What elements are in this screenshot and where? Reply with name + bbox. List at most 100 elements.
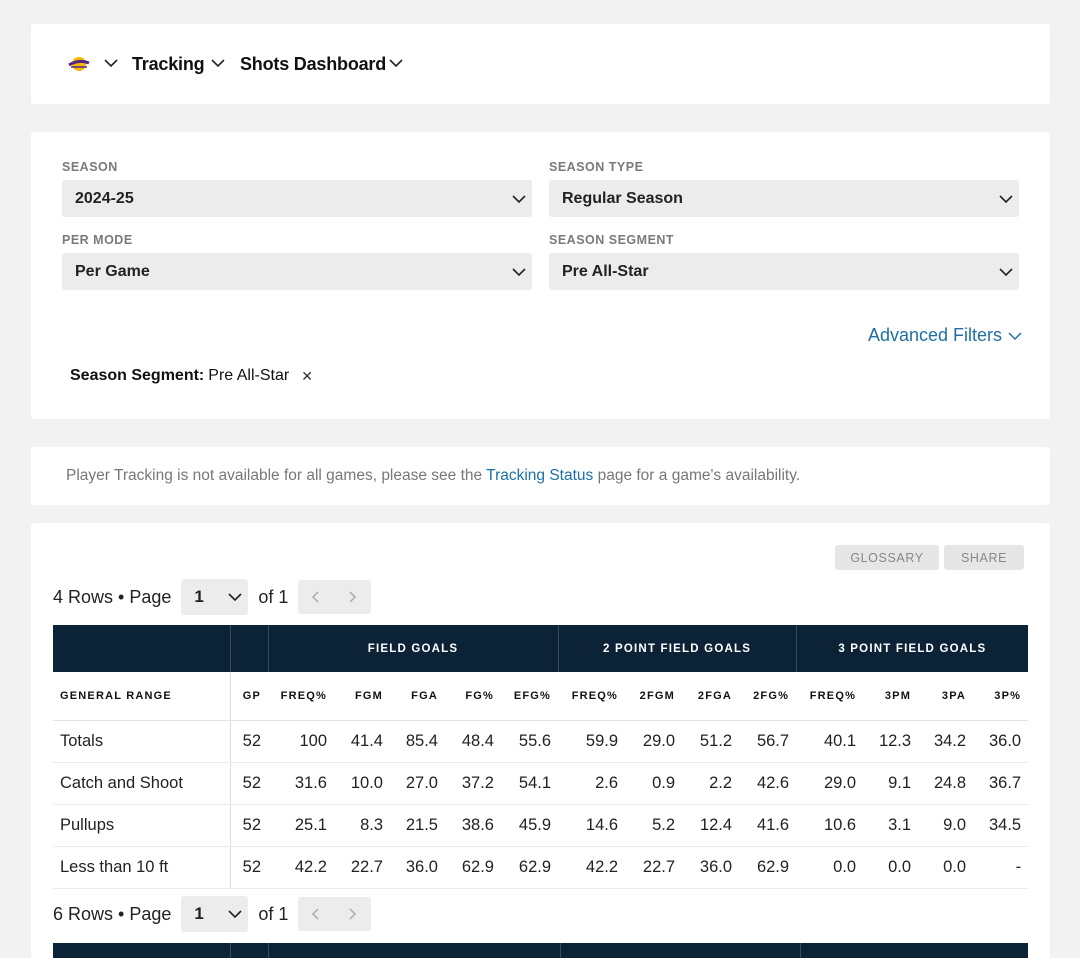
col-fgm[interactable]: FGM	[334, 672, 390, 721]
page-select[interactable]: 1	[181, 579, 249, 615]
season-type-value: Regular Season	[562, 190, 683, 207]
chevron-down-icon	[1008, 331, 1022, 340]
stat-cell: 9.1	[863, 762, 919, 805]
row-range-label: Less than 10 ft	[53, 846, 230, 889]
next-page-button[interactable]	[334, 580, 370, 614]
stat-cell: 22.7	[625, 846, 683, 889]
stat-cell: 62.9	[445, 846, 501, 889]
stat-cell: 59.9	[558, 720, 626, 763]
per-mode-value: Per Game	[75, 263, 150, 280]
chevron-right-icon	[349, 908, 357, 920]
notice-text-before: Player Tracking is not available for all…	[66, 467, 487, 484]
col-2fgm[interactable]: 2FGM	[625, 672, 683, 721]
stat-cell: 38.6	[445, 804, 501, 847]
share-button[interactable]: SHARE	[944, 545, 1024, 570]
advanced-filters-toggle[interactable]: Advanced Filters	[868, 325, 1022, 346]
team-chevron-down-icon[interactable]	[104, 56, 118, 70]
stat-cell: 10.6	[796, 804, 864, 847]
col-fg-freq[interactable]: FREQ%	[268, 672, 334, 721]
col-3p-pct[interactable]: 3P%	[973, 672, 1029, 721]
strip-cell	[560, 943, 800, 958]
active-filter-chip: Season Segment: Pre All-Star ✕	[70, 367, 313, 385]
stat-cell: 52	[229, 804, 268, 847]
col-2fga[interactable]: 2FGA	[682, 672, 740, 721]
nav-menu-shots-dashboard[interactable]: Shots Dashboard	[240, 54, 387, 74]
stat-cell: 54.1	[501, 762, 559, 805]
stat-cell: 34.5	[973, 804, 1029, 847]
stat-cell: 31.6	[268, 762, 334, 805]
col-2fg-pct[interactable]: 2FG%	[739, 672, 797, 721]
table-column-header: GENERAL RANGE GP FREQ% FGM FGA FG% EFG% …	[53, 672, 1029, 721]
prev-page-button[interactable]	[298, 580, 334, 614]
tracking-status-link[interactable]: Tracking Status	[486, 467, 594, 484]
table-row: Pullups 52 25.1 8.3 21.5 38.6 45.9 14.6 5.2 12.4 4…	[53, 804, 1029, 847]
chevron-down-icon	[512, 268, 526, 277]
page-nav-buttons	[298, 580, 372, 614]
rows-page-text: 6 Rows • Page	[53, 903, 172, 924]
stat-cell: 9.0	[918, 804, 974, 847]
pagination-second: 6 Rows • Page 1 of 1	[53, 896, 372, 932]
glossary-button[interactable]: GLOSSARY	[835, 545, 939, 570]
stat-cell: 0.9	[625, 762, 683, 805]
season-segment-select[interactable]: Pre All-Star	[549, 253, 1019, 290]
page-select-value: 1	[194, 904, 204, 923]
stat-cell: 42.6	[739, 762, 797, 805]
stat-cell: 52	[229, 762, 268, 805]
season-segment-label: SEASON SEGMENT	[549, 233, 675, 247]
filters-card: SEASON 2024-25 SEASON TYPE Regular Seaso…	[31, 132, 1050, 419]
stat-cell: 3.1	[863, 804, 919, 847]
stat-cell: 0.0	[796, 846, 864, 889]
per-mode-label: PER MODE	[62, 233, 133, 247]
dashboard-chevron-down-icon[interactable]	[389, 56, 403, 70]
col-gp[interactable]: GP	[229, 672, 268, 721]
stat-cell: 62.9	[501, 846, 559, 889]
next-page-button[interactable]	[334, 897, 370, 931]
stat-cell: 29.0	[796, 762, 864, 805]
col-fga[interactable]: FGA	[390, 672, 445, 721]
season-select[interactable]: 2024-25	[62, 180, 532, 217]
stat-cell: 25.1	[268, 804, 334, 847]
season-segment-value: Pre All-Star	[562, 263, 649, 280]
nav-menu-tracking[interactable]: Tracking	[132, 54, 205, 74]
shots-table: FIELD GOALS 2 POINT FIELD GOALS 3 POINT …	[53, 625, 1029, 889]
stat-cell: 12.3	[863, 720, 919, 763]
stat-cell: 41.6	[739, 804, 797, 847]
stat-cell: 42.2	[268, 846, 334, 889]
page-select[interactable]: 1	[181, 896, 249, 932]
col-3pa[interactable]: 3PA	[918, 672, 974, 721]
chip-key: Season Segment:	[70, 367, 205, 384]
stat-cell: 100	[268, 720, 334, 763]
stat-cell: 62.9	[739, 846, 797, 889]
pagination-top: 4 Rows • Page 1 of 1	[53, 579, 372, 615]
col-3pm[interactable]: 3PM	[863, 672, 919, 721]
season-type-select[interactable]: Regular Season	[549, 180, 1019, 217]
stat-cell: 40.1	[796, 720, 864, 763]
col-2pt-freq[interactable]: FREQ%	[558, 672, 626, 721]
season-value: 2024-25	[75, 190, 134, 207]
col-general-range[interactable]: GENERAL RANGE	[53, 672, 230, 721]
season-label: SEASON	[62, 160, 118, 174]
chevron-left-icon	[312, 591, 319, 603]
col-efg-pct[interactable]: EFG%	[501, 672, 559, 721]
stat-cell: 5.2	[625, 804, 683, 847]
stat-cell: 24.8	[918, 762, 974, 805]
lakers-logo-icon[interactable]	[68, 55, 90, 73]
close-icon[interactable]: ✕	[301, 367, 313, 384]
chevron-right-icon	[349, 591, 357, 603]
col-fg-pct[interactable]: FG%	[445, 672, 501, 721]
strip-cell	[230, 943, 268, 958]
tracking-chevron-down-icon[interactable]	[211, 56, 225, 70]
strip-cell	[53, 943, 230, 958]
prev-page-button[interactable]	[298, 897, 334, 931]
stat-cell: 12.4	[682, 804, 740, 847]
table-row: Catch and Shoot 52 31.6 10.0 27.0 37.2 54.1 2.6…	[53, 762, 1029, 805]
stat-cell: 36.7	[973, 762, 1029, 805]
chevron-down-icon	[512, 195, 526, 204]
per-mode-select[interactable]: Per Game	[62, 253, 532, 290]
stat-cell: 52	[229, 720, 268, 763]
stat-cell: 0.0	[918, 846, 974, 889]
table-group-header: FIELD GOALS 2 POINT FIELD GOALS 3 POINT …	[53, 625, 1029, 672]
chip-value: Pre All-Star	[208, 367, 290, 384]
col-3pt-freq[interactable]: FREQ%	[796, 672, 864, 721]
group-blank-gp	[229, 625, 268, 672]
